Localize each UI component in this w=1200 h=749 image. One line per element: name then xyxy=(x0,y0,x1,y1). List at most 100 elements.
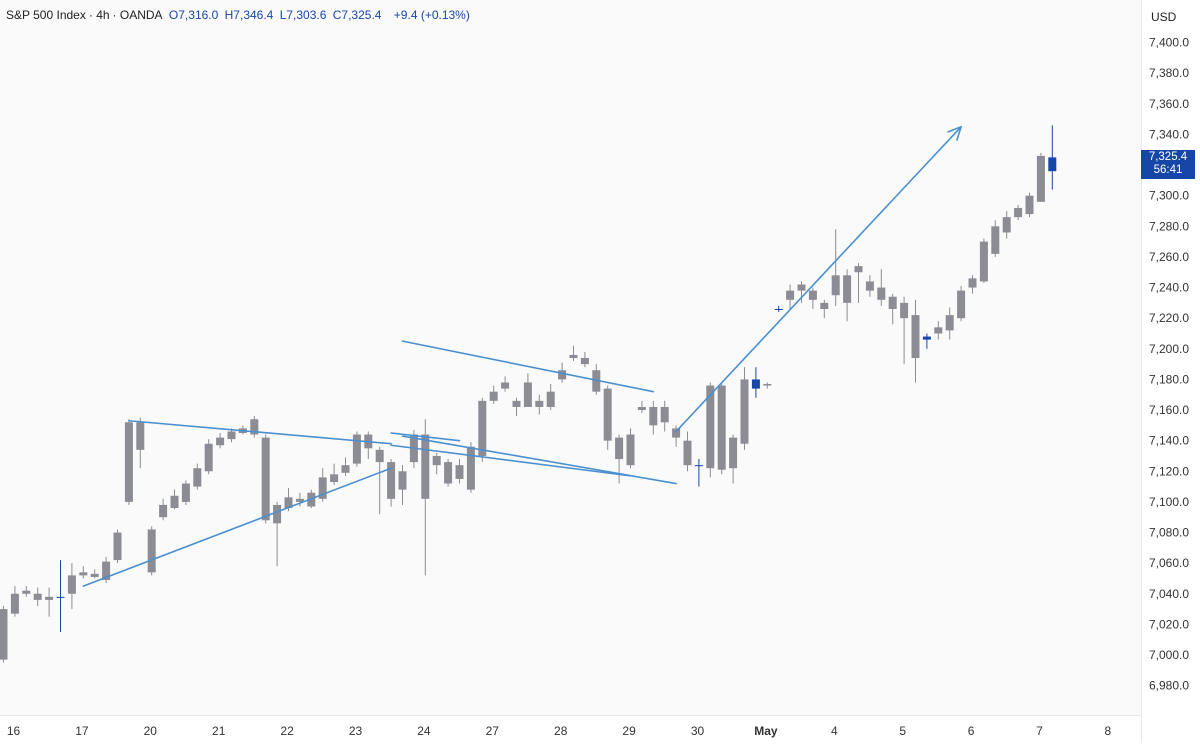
candle xyxy=(387,459,396,507)
candle xyxy=(102,557,111,584)
high-value: H7,346.4 xyxy=(224,8,274,22)
candle xyxy=(649,400,658,435)
price-tick-label: 7,200.0 xyxy=(1149,342,1189,356)
candle xyxy=(398,465,407,505)
candle-body xyxy=(330,474,339,482)
candle-body xyxy=(603,388,612,441)
candle-body xyxy=(318,477,327,499)
candle-body xyxy=(444,462,453,484)
candle-body xyxy=(33,593,42,600)
candle-body xyxy=(672,428,681,438)
candle xyxy=(0,606,8,663)
candle xyxy=(774,305,783,313)
candle-body xyxy=(193,468,202,487)
candle-body xyxy=(626,434,635,466)
price-tick-label: 7,100.0 xyxy=(1149,495,1189,509)
time-tick-label: 30 xyxy=(691,724,705,738)
candle-body xyxy=(1048,157,1057,172)
candle xyxy=(957,286,966,322)
candle xyxy=(535,394,544,415)
candle xyxy=(489,385,498,404)
candle xyxy=(10,586,19,617)
candle xyxy=(1036,152,1045,202)
time-axis[interactable]: 16 17 20 21 22 23 24 27 28 29 30 May 4 5 6 7 8 xyxy=(0,715,1141,744)
time-tick-label: 22 xyxy=(280,724,294,738)
price-tick-label: 7,180.0 xyxy=(1149,372,1189,386)
candle xyxy=(216,433,225,449)
candle xyxy=(330,463,339,486)
candle-body xyxy=(295,498,304,502)
candle-body xyxy=(1002,217,1011,233)
candle-body xyxy=(512,400,521,407)
candle-body xyxy=(843,275,852,303)
candle-body xyxy=(820,302,829,309)
time-tick-label: 24 xyxy=(417,724,431,738)
candle-body xyxy=(261,437,270,521)
candle-body xyxy=(489,391,498,401)
chart-area[interactable] xyxy=(0,0,1141,715)
candle xyxy=(33,587,42,607)
candle-body xyxy=(284,497,293,509)
candle-body xyxy=(124,422,133,502)
open-value: O7,316.0 xyxy=(168,8,219,22)
price-tick-label: 7,080.0 xyxy=(1149,526,1189,540)
price-tick-label: 7,220.0 xyxy=(1149,311,1189,325)
trendline xyxy=(128,419,392,445)
candle-body xyxy=(273,504,282,524)
candle-body xyxy=(877,287,886,300)
candle-body xyxy=(569,354,578,358)
candle xyxy=(1014,204,1023,221)
time-tick-label: 20 xyxy=(144,724,158,738)
symbol-legend: S&P 500 Index · 4h · OANDA O7,316.0 H7,346… xyxy=(6,8,470,22)
price-axis[interactable]: 6,980.0 7,000.0 7,020.0 7,040.0 7,060.0 7,080… xyxy=(1141,0,1200,743)
price-tick-label: 7,160.0 xyxy=(1149,403,1189,417)
candle-body xyxy=(159,504,168,518)
candle xyxy=(170,489,179,510)
time-tick-label: 29 xyxy=(622,724,636,738)
candle xyxy=(717,382,726,475)
trendline xyxy=(675,126,962,433)
candle-body xyxy=(751,379,760,389)
price-tick-label: 7,280.0 xyxy=(1149,219,1189,233)
candle xyxy=(478,397,487,463)
candle-body xyxy=(227,431,236,440)
candle-body xyxy=(637,406,646,411)
candle-body xyxy=(1014,207,1023,218)
candle-body xyxy=(683,440,692,466)
candle xyxy=(352,431,361,467)
candle xyxy=(569,345,578,362)
candle xyxy=(615,434,624,484)
currency-label[interactable]: USD xyxy=(1151,10,1177,24)
candle xyxy=(204,439,213,475)
candle xyxy=(637,400,646,414)
time-tick-label: 23 xyxy=(349,724,363,738)
candle xyxy=(979,238,988,283)
candle-body xyxy=(774,308,783,310)
candle-body xyxy=(888,296,897,309)
candle xyxy=(877,269,886,306)
candle xyxy=(444,459,453,487)
time-tick-label: 7 xyxy=(1036,724,1043,738)
candle-body xyxy=(0,609,8,660)
candle xyxy=(843,269,852,322)
candle xyxy=(79,566,88,579)
candlestick-chart[interactable] xyxy=(0,0,1141,715)
candle-body xyxy=(1025,195,1034,215)
price-tick-label: 7,060.0 xyxy=(1149,556,1189,570)
candle-body xyxy=(717,385,726,470)
time-tick-label: 28 xyxy=(554,724,568,738)
trendline xyxy=(390,432,461,442)
candle-body xyxy=(501,382,510,389)
time-axis-labels: 16 17 20 21 22 23 24 27 28 29 30 May 4 5 6 7 8 xyxy=(7,724,1112,738)
last-price-badge: 7,325.4 56:41 xyxy=(1141,150,1195,179)
candle xyxy=(56,560,65,633)
price-tick-label: 7,400.0 xyxy=(1149,36,1189,50)
candle xyxy=(227,428,236,443)
price-axis-labels: 6,980.0 7,000.0 7,020.0 7,040.0 7,060.0 7,080… xyxy=(1149,36,1189,693)
source-label: OANDA xyxy=(119,8,163,22)
candle xyxy=(375,446,384,515)
candle-body xyxy=(113,532,122,561)
price-tick-label: 7,240.0 xyxy=(1149,281,1189,295)
last-price-value: 7,325.4 xyxy=(1148,151,1188,163)
candle-body xyxy=(56,596,65,598)
